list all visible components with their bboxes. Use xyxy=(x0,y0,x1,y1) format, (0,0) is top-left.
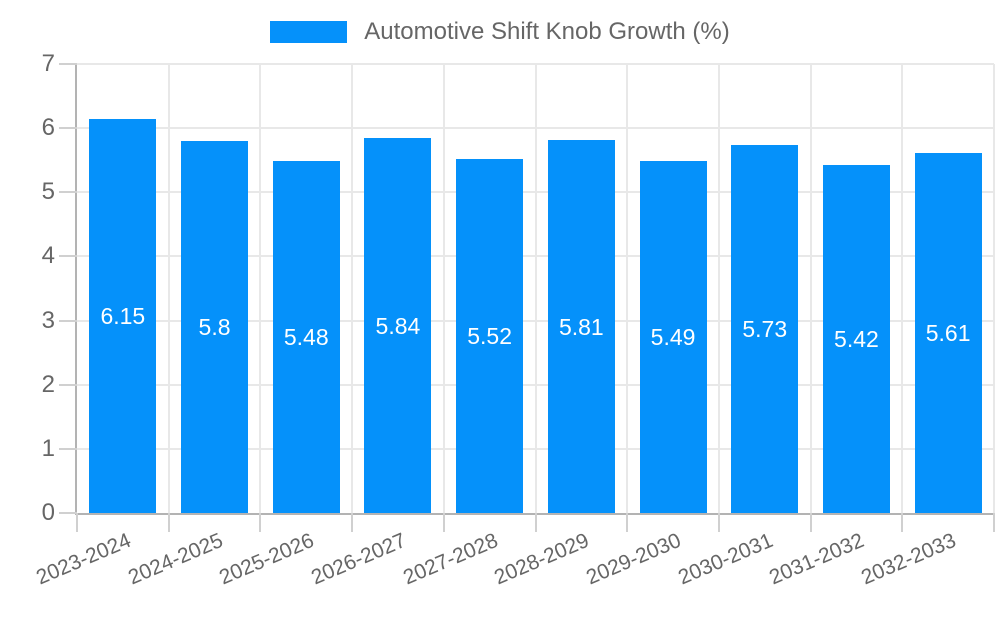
bar xyxy=(731,145,799,513)
v-gridline xyxy=(809,64,812,513)
v-gridline xyxy=(442,64,445,513)
x-tick-mark xyxy=(717,513,720,532)
v-gridline xyxy=(259,64,262,513)
y-tick-label: 1 xyxy=(41,434,55,462)
y-axis-line xyxy=(75,64,77,515)
v-gridline xyxy=(993,64,995,513)
v-gridline xyxy=(534,64,537,513)
bar-value-label: 5.8 xyxy=(198,313,231,340)
bar-value-label: 5.49 xyxy=(650,323,696,350)
y-tick-mark xyxy=(59,191,77,194)
legend-label: Automotive Shift Knob Growth (%) xyxy=(364,18,730,45)
x-tick-mark xyxy=(809,513,812,532)
x-tick-mark xyxy=(993,513,995,532)
bar-chart: Automotive Shift Knob Growth (%) 0 1 2 3 4 5 6… xyxy=(0,18,1000,590)
bar-value-label: 5.48 xyxy=(283,324,329,351)
v-gridline xyxy=(351,64,354,513)
x-tick-mark xyxy=(901,513,904,532)
v-gridline xyxy=(167,64,170,513)
y-tick-label: 2 xyxy=(41,370,55,398)
y-tick-mark xyxy=(59,447,77,450)
y-tick-label: 5 xyxy=(41,178,55,206)
y-tick-mark xyxy=(59,319,77,322)
x-tick-mark xyxy=(626,513,629,532)
y-tick-label: 6 xyxy=(41,114,55,142)
x-tick-mark xyxy=(259,513,262,532)
y-tick-mark xyxy=(59,63,77,65)
bar xyxy=(822,165,890,513)
v-gridline xyxy=(626,64,629,513)
bar-value-label: 5.42 xyxy=(834,326,879,353)
bar xyxy=(89,118,157,513)
bar xyxy=(639,160,707,513)
x-tick-mark xyxy=(351,513,354,532)
legend[interactable]: Automotive Shift Knob Growth (%) xyxy=(0,18,1000,46)
v-gridline xyxy=(901,64,904,513)
bar xyxy=(181,140,249,513)
x-tick-mark xyxy=(442,513,445,532)
y-tick-mark xyxy=(59,127,77,130)
bar-value-label: 5.84 xyxy=(375,312,421,339)
bar-value-label: 5.61 xyxy=(925,320,971,347)
plot-area: 0 1 2 3 4 5 6 7 6.15 2023-2024 5.8 2024-2025 5.48 202… xyxy=(33,52,995,589)
bar xyxy=(456,158,524,513)
y-tick-mark xyxy=(59,255,77,258)
x-tick-mark xyxy=(76,513,78,532)
bar xyxy=(272,161,340,513)
legend-swatch xyxy=(270,21,348,43)
y-tick-label: 7 xyxy=(41,50,55,77)
y-tick-label: 3 xyxy=(41,306,55,334)
x-tick-mark xyxy=(167,513,170,532)
bar-value-label: 5.52 xyxy=(467,322,513,349)
v-gridline xyxy=(717,64,720,513)
y-tick-mark xyxy=(59,512,77,514)
x-tick-mark xyxy=(534,513,537,532)
bar-value-label: 6.15 xyxy=(100,302,146,329)
y-tick-label: 4 xyxy=(41,242,55,270)
bar xyxy=(547,140,615,513)
y-tick-mark xyxy=(59,383,77,386)
y-tick-label: 0 xyxy=(41,499,55,526)
bar-value-label: 5.73 xyxy=(742,316,788,343)
bar-value-label: 5.81 xyxy=(558,313,604,340)
bar xyxy=(914,153,982,513)
bar xyxy=(364,138,432,513)
